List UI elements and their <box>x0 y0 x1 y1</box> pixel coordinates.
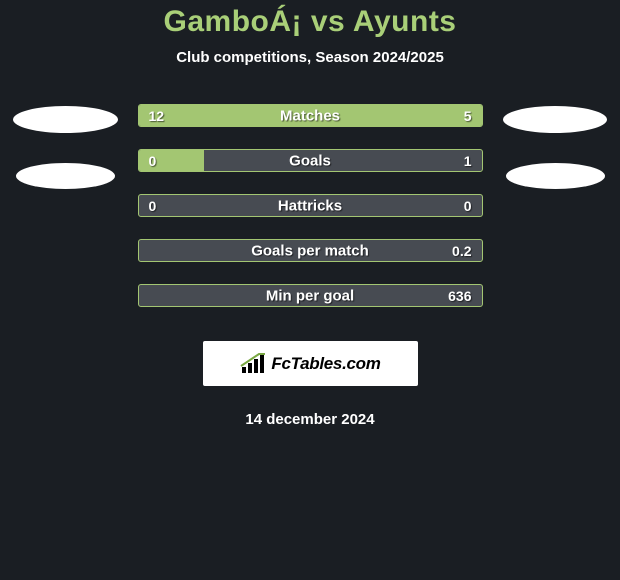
stat-value-left: 0 <box>149 198 157 214</box>
right-player-icons <box>503 104 608 189</box>
stat-value-right: 0.2 <box>452 243 471 259</box>
bar-chart-icon <box>239 353 267 375</box>
stat-label: Hattricks <box>278 197 342 214</box>
stat-value-left: 0 <box>149 153 157 169</box>
page-title: GamboÁ¡ vs Ayunts <box>0 5 620 39</box>
date-label: 14 december 2024 <box>0 411 620 428</box>
stat-value-right: 5 <box>464 108 472 124</box>
stat-label: Matches <box>280 107 340 124</box>
stat-bars: Matches 12 5 Goals 0 1 Hattricks 0 0 Goals per ma… <box>138 104 483 307</box>
left-shape-1 <box>16 163 115 189</box>
stat-label: Goals <box>289 152 331 169</box>
right-shape-1 <box>506 163 605 189</box>
subtitle: Club competitions, Season 2024/2025 <box>0 49 620 66</box>
stat-row-min-per-goal: Min per goal 636 <box>138 284 483 307</box>
source-logo-text: FcTables.com <box>271 354 380 374</box>
stat-label: Goals per match <box>251 242 369 259</box>
stat-value-left: 12 <box>149 108 165 124</box>
stat-value-right: 1 <box>464 153 472 169</box>
stat-value-right: 0 <box>464 198 472 214</box>
source-logo[interactable]: FcTables.com <box>203 341 418 386</box>
left-shape-0 <box>13 106 118 133</box>
stat-row-goals: Goals 0 1 <box>138 149 483 172</box>
stat-row-matches: Matches 12 5 <box>138 104 483 127</box>
stat-label: Min per goal <box>266 287 354 304</box>
left-player-icons <box>13 104 118 189</box>
stats-area: Matches 12 5 Goals 0 1 Hattricks 0 0 Goals per ma… <box>0 104 620 307</box>
stat-row-hattricks: Hattricks 0 0 <box>138 194 483 217</box>
stats-card: GamboÁ¡ vs Ayunts Club competitions, Sea… <box>0 0 620 428</box>
stat-row-goals-per-match: Goals per match 0.2 <box>138 239 483 262</box>
stat-value-right: 636 <box>448 288 471 304</box>
right-shape-0 <box>503 106 607 133</box>
